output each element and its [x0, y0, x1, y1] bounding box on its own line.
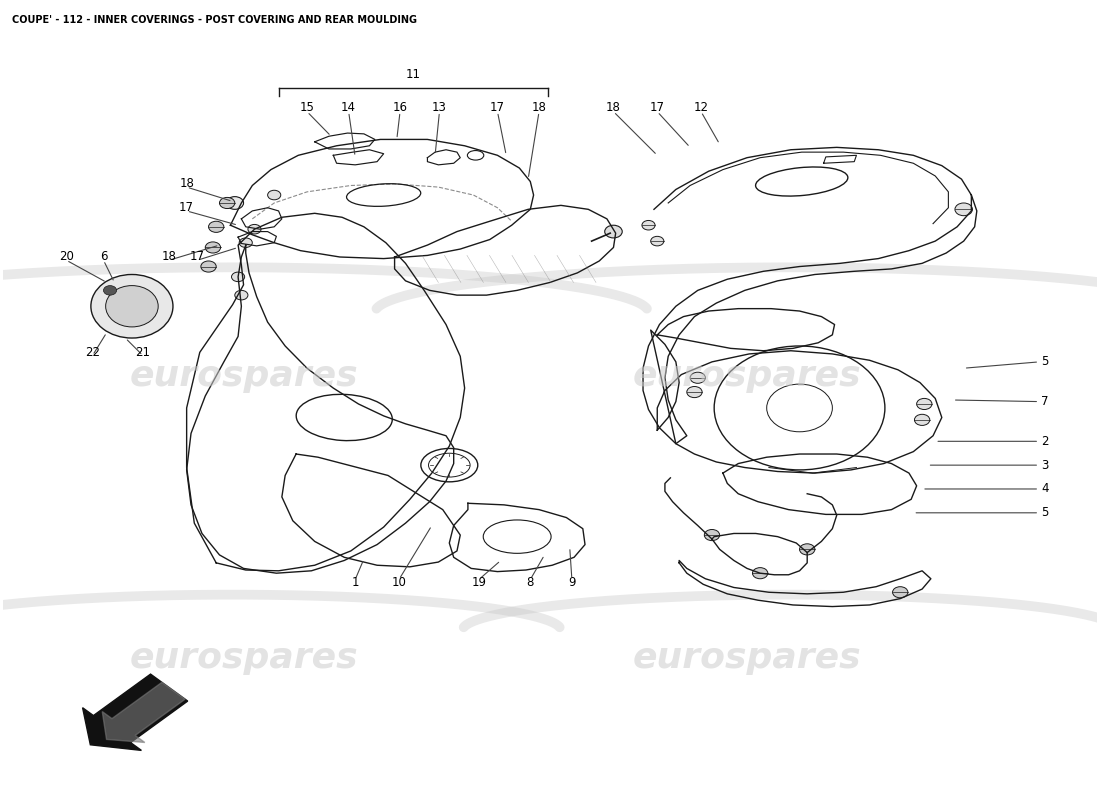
Text: eurospares: eurospares	[129, 359, 358, 393]
Circle shape	[234, 290, 248, 300]
Circle shape	[248, 225, 261, 234]
Circle shape	[892, 586, 907, 598]
Text: 20: 20	[58, 250, 74, 263]
Circle shape	[201, 261, 217, 272]
Circle shape	[220, 198, 234, 209]
Text: 4: 4	[1041, 482, 1048, 495]
Text: 18: 18	[162, 250, 177, 263]
Text: 9: 9	[568, 576, 575, 590]
Circle shape	[605, 226, 623, 238]
Text: 3: 3	[1041, 458, 1048, 472]
FancyArrow shape	[82, 674, 188, 750]
Text: 8: 8	[527, 576, 534, 590]
Text: 18: 18	[531, 101, 547, 114]
Circle shape	[267, 190, 280, 200]
Circle shape	[800, 544, 815, 555]
Text: 22: 22	[85, 346, 100, 359]
FancyArrow shape	[102, 682, 185, 742]
Circle shape	[209, 222, 224, 232]
Text: 19: 19	[472, 576, 486, 590]
Text: 5: 5	[1041, 355, 1048, 368]
Text: 14: 14	[341, 101, 356, 114]
Circle shape	[690, 372, 705, 383]
Circle shape	[704, 530, 719, 541]
Text: 15: 15	[299, 101, 315, 114]
Text: COUPE' - 112 - INNER COVERINGS - POST COVERING AND REAR MOULDING: COUPE' - 112 - INNER COVERINGS - POST CO…	[11, 14, 417, 25]
Circle shape	[231, 272, 244, 282]
Text: 17: 17	[190, 250, 205, 263]
Circle shape	[239, 238, 252, 247]
Text: 12: 12	[693, 101, 708, 114]
Text: 1: 1	[351, 576, 359, 590]
Text: 6: 6	[100, 250, 107, 263]
Text: 18: 18	[179, 178, 194, 190]
Circle shape	[955, 203, 972, 216]
Circle shape	[916, 398, 932, 410]
Circle shape	[914, 414, 929, 426]
Text: eurospares: eurospares	[129, 641, 358, 675]
Circle shape	[642, 221, 656, 230]
Text: 10: 10	[392, 576, 406, 590]
Text: 17: 17	[650, 101, 664, 114]
Text: eurospares: eurospares	[632, 641, 861, 675]
Text: 2: 2	[1041, 435, 1048, 448]
Circle shape	[651, 236, 663, 246]
Ellipse shape	[106, 286, 158, 327]
Text: eurospares: eurospares	[632, 359, 861, 393]
Text: 13: 13	[432, 101, 447, 114]
Ellipse shape	[91, 274, 173, 338]
Circle shape	[103, 286, 117, 295]
Text: 7: 7	[1041, 395, 1048, 408]
Circle shape	[686, 386, 702, 398]
Text: 17: 17	[490, 101, 505, 114]
Text: 17: 17	[179, 202, 194, 214]
Text: 21: 21	[135, 346, 151, 359]
Circle shape	[206, 242, 221, 253]
Text: 18: 18	[606, 101, 620, 114]
Text: 11: 11	[406, 68, 420, 81]
Circle shape	[226, 197, 243, 210]
Text: 16: 16	[393, 101, 408, 114]
Text: 5: 5	[1041, 506, 1048, 519]
Circle shape	[752, 568, 768, 578]
